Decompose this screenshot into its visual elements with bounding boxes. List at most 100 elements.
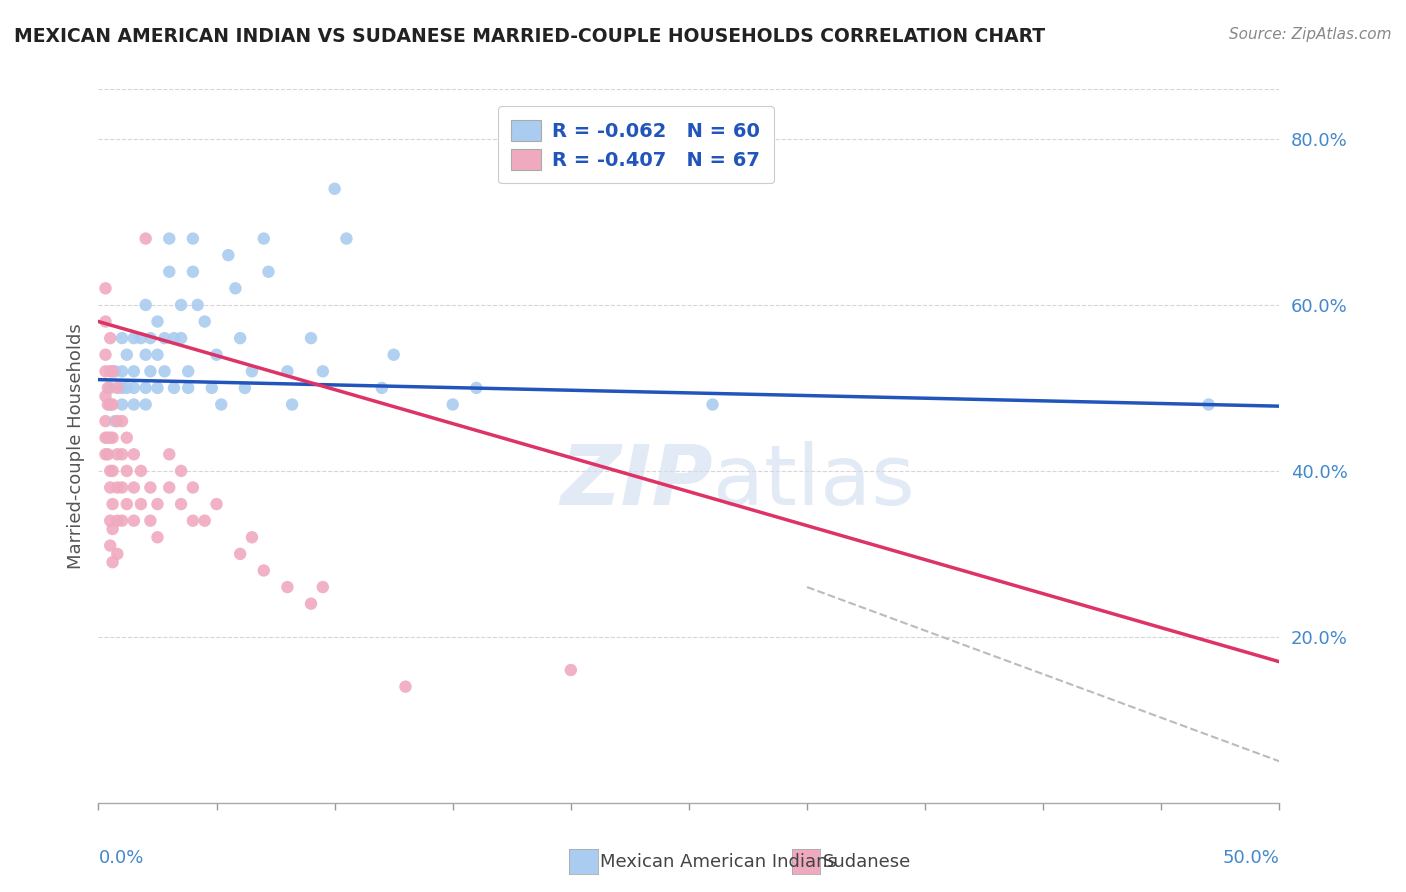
Point [129,331,152,345]
Point [146,381,169,395]
Point [129,497,152,511]
Point [276,364,298,378]
Point [122,447,145,461]
Point [94,447,117,461]
Point [146,530,169,544]
Point [101,397,124,411]
Point [94,364,117,378]
Point [177,364,200,378]
Point [170,497,193,511]
Text: atlas: atlas [713,442,914,522]
Point [135,381,157,395]
Point [105,447,128,461]
Point [115,497,138,511]
Point [217,248,239,262]
Point [122,364,145,378]
Point [299,597,322,611]
Point [253,564,276,578]
Point [157,265,180,279]
Point [94,414,117,428]
Point [101,431,124,445]
Point [276,580,298,594]
Point [560,663,582,677]
Point [153,364,176,378]
Point [98,431,121,445]
Point [233,381,256,395]
Point [170,331,193,345]
Point [101,364,124,378]
Point [157,481,180,495]
Text: 0.0%: 0.0% [98,849,143,867]
Point [139,481,162,495]
Point [394,680,416,694]
Point [205,497,228,511]
Point [98,539,121,553]
Point [104,414,127,428]
Point [146,314,169,328]
Point [281,397,304,411]
Text: Mexican American Indians: Mexican American Indians [600,853,837,871]
Point [105,514,128,528]
Point [194,514,217,528]
Point [153,331,176,345]
Text: Sudanese: Sudanese [823,853,911,871]
Point [94,348,117,362]
Point [139,514,162,528]
Text: Source: ZipAtlas.com: Source: ZipAtlas.com [1229,27,1392,42]
Y-axis label: Married-couple Households: Married-couple Households [66,323,84,569]
Point [122,381,145,395]
Point [115,431,138,445]
Point [115,464,138,478]
Point [170,298,193,312]
Point [181,265,204,279]
Point [111,447,134,461]
Point [209,397,232,411]
Point [205,348,228,362]
Point [1198,397,1220,411]
Point [94,431,117,445]
Point [94,314,117,328]
Point [312,580,335,594]
Point [181,514,204,528]
Text: MEXICAN AMERICAN INDIAN VS SUDANESE MARRIED-COUPLE HOUSEHOLDS CORRELATION CHART: MEXICAN AMERICAN INDIAN VS SUDANESE MARR… [14,27,1045,45]
Point [323,182,346,196]
Point [135,231,157,245]
Text: ZIP: ZIP [560,442,713,522]
Point [312,364,335,378]
Point [111,397,134,411]
Point [98,481,121,495]
Point [111,414,134,428]
Point [122,481,145,495]
Point [224,281,246,295]
Point [97,397,120,411]
Point [111,331,134,345]
Point [194,314,217,328]
Point [115,348,138,362]
Text: 50.0%: 50.0% [1223,849,1279,867]
Point [101,464,124,478]
Point [135,397,157,411]
Point [98,331,121,345]
Point [122,514,145,528]
Point [240,364,263,378]
Point [115,381,138,395]
Point [104,364,127,378]
Point [139,331,162,345]
Point [465,381,488,395]
Point [170,464,193,478]
Point [101,522,124,536]
Point [257,265,280,279]
Point [111,481,134,495]
Point [94,281,117,295]
Point [146,348,169,362]
Point [163,331,186,345]
Point [98,397,121,411]
Point [146,497,169,511]
Point [229,547,252,561]
Point [101,555,124,569]
Point [98,364,121,378]
Point [98,397,121,411]
Point [105,481,128,495]
Point [382,348,405,362]
Point [122,331,145,345]
